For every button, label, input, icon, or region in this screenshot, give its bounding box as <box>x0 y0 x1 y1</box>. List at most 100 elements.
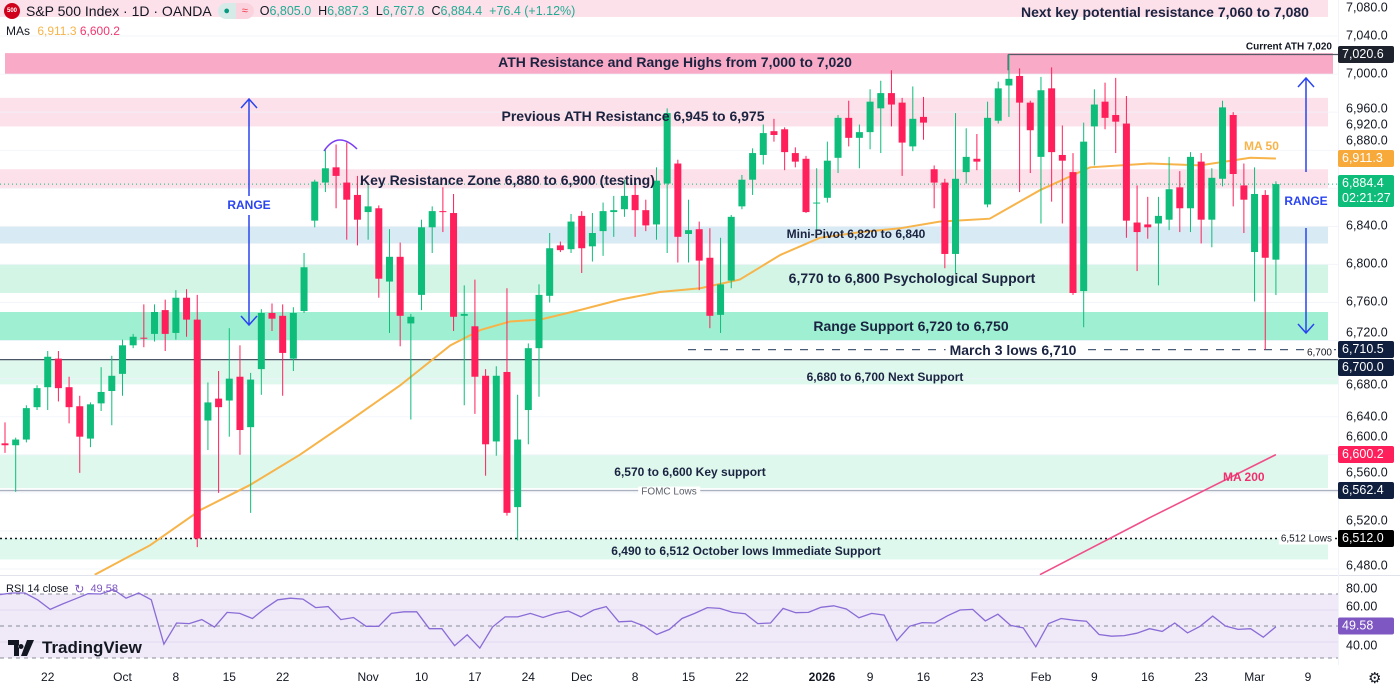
price-axis-label: 6,960.0 <box>1346 101 1388 116</box>
candle-body <box>620 195 628 210</box>
candle-body <box>1090 104 1098 127</box>
zone-label-range-support: Range Support 6,720 to 6,750 <box>813 318 1009 334</box>
moving-averages-layer <box>94 156 1277 576</box>
candle-body <box>1219 107 1227 179</box>
price-badge: 6,562.4 <box>1338 482 1394 500</box>
ma-legend[interactable]: MAs 6,911.3 6,600.2 <box>6 24 120 38</box>
candle-body <box>984 117 992 205</box>
candle-body <box>418 227 426 295</box>
candle <box>919 96 927 140</box>
symbol-header: 500 S&P 500 Index · 1D · OANDA ● ≈ O6,80… <box>4 3 575 19</box>
rsi-axis-40: 40.00 <box>1346 638 1378 653</box>
candle <box>1261 190 1269 350</box>
candle-body <box>973 158 981 162</box>
candle <box>984 101 992 208</box>
zone-label-key-resistance: Key Resistance Zone 6,880 to 6,900 (test… <box>360 172 655 188</box>
candle-body <box>1229 114 1237 175</box>
candle <box>118 339 126 396</box>
candle <box>204 382 212 451</box>
zone-label-previous-ath: Previous ATH Resistance 6,945 to 6,975 <box>501 108 765 124</box>
candle <box>663 108 671 253</box>
candle <box>898 97 906 176</box>
candle-body <box>567 221 575 250</box>
candle-body <box>898 102 906 143</box>
candle <box>428 206 436 253</box>
candle-body <box>524 348 532 411</box>
candle-body <box>1154 215 1162 224</box>
candle-body <box>236 376 244 431</box>
candle-body <box>492 375 500 442</box>
candles-layer <box>1 54 1280 548</box>
candle <box>1026 100 1034 174</box>
price-axis-label: 6,920.0 <box>1346 117 1388 132</box>
dot-icon: ● <box>217 3 236 19</box>
candle <box>471 279 479 414</box>
candle-body <box>407 316 415 324</box>
time-axis-label: Mar <box>1244 670 1265 684</box>
price-axis-label: 6,720.0 <box>1346 325 1388 340</box>
candle <box>1229 112 1237 207</box>
candle-body <box>396 256 404 316</box>
candle <box>289 307 297 372</box>
range-left-arrow-down <box>240 215 258 327</box>
rsi-legend[interactable]: RSI 14 close ↻ 49.58 <box>6 582 118 596</box>
candle <box>887 70 895 127</box>
candle <box>1101 82 1109 130</box>
candle <box>930 165 938 209</box>
candle <box>268 303 276 332</box>
price-badge: 6,700.0 <box>1338 359 1394 377</box>
candle <box>706 228 714 329</box>
candle <box>236 345 244 455</box>
candle-body <box>877 93 885 109</box>
zone-band <box>0 0 1328 17</box>
candle-body <box>204 402 212 421</box>
candle <box>1058 125 1066 224</box>
status-pill[interactable]: ● ≈ <box>217 3 254 19</box>
candle-body <box>695 229 703 261</box>
candle-body <box>1101 101 1109 118</box>
candle-body <box>97 391 105 404</box>
candle-body <box>674 163 682 237</box>
candle <box>556 241 564 253</box>
candle-body <box>268 312 276 319</box>
candle-body <box>823 160 831 198</box>
low-value: 6,767.8 <box>382 4 425 18</box>
candle <box>1 422 9 453</box>
candle-body <box>855 132 863 138</box>
ma200-line <box>1039 453 1277 576</box>
symbol-title[interactable]: S&P 500 Index · 1D · OANDA <box>26 3 212 19</box>
candle <box>215 371 223 493</box>
candle-body <box>225 378 233 401</box>
candle <box>225 328 233 437</box>
fomc-lows-label: FOMC Lows <box>638 486 700 498</box>
candle <box>172 290 180 340</box>
candle-body <box>279 315 287 353</box>
candle <box>375 205 383 298</box>
candle-body <box>770 131 778 135</box>
symbol-logo[interactable]: 500 <box>4 3 20 19</box>
tradingview-logo[interactable]: TradingView <box>8 638 142 658</box>
candle <box>941 178 949 269</box>
candle-body <box>289 312 297 359</box>
settings-gear-icon[interactable]: ⚙ <box>1368 670 1382 687</box>
time-axis-label: 8 <box>631 670 639 684</box>
candle <box>738 174 746 210</box>
candle <box>877 80 885 154</box>
candle-body <box>909 118 917 147</box>
candle <box>503 288 511 516</box>
candle <box>1144 196 1152 239</box>
range-label-left: RANGE <box>227 198 271 212</box>
candle-body <box>247 379 255 428</box>
candle <box>781 127 789 171</box>
level-6700-label: 6,700 <box>1304 347 1334 359</box>
candle <box>1240 163 1248 234</box>
ohlc-readout: O6,805.0 H6,887.3 L6,767.8 C6,884.4 +76.… <box>259 4 576 18</box>
candle-body <box>471 326 479 377</box>
candle <box>396 242 404 347</box>
candle-body <box>375 208 383 279</box>
candle-body <box>1251 193 1259 253</box>
time-axis-label: 2026 <box>808 670 836 684</box>
candle <box>909 86 917 152</box>
candle <box>1005 54 1013 117</box>
